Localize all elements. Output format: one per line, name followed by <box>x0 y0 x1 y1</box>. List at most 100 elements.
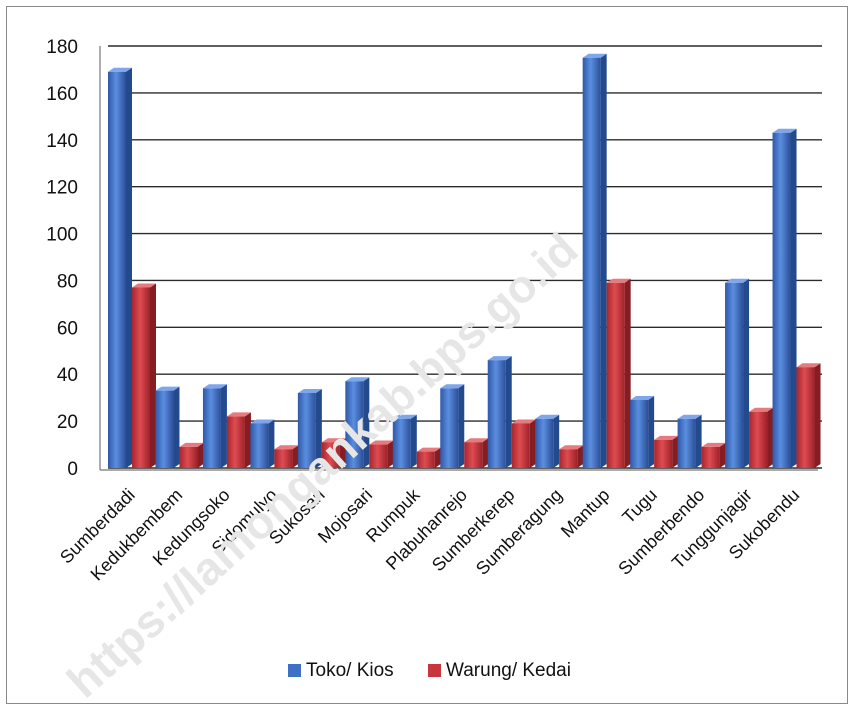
bar-top <box>535 414 560 419</box>
bar-toko-kios <box>677 418 696 468</box>
bar-warung-kedai <box>416 451 435 468</box>
bar-side <box>695 414 702 468</box>
bar-top <box>179 442 204 447</box>
bar-top <box>345 377 370 382</box>
bar-side <box>458 384 465 468</box>
bars <box>108 53 821 469</box>
y-tick-label: 180 <box>46 37 78 58</box>
bar-top <box>772 128 797 133</box>
bar-top <box>582 53 607 58</box>
bar-top <box>416 447 441 452</box>
bar-toko-kios <box>155 390 174 468</box>
bar-warung-kedai <box>226 416 245 468</box>
bar-toko-kios <box>202 388 221 468</box>
bar-side <box>553 414 560 468</box>
bar-toko-kios <box>392 418 411 468</box>
bar-warung-kedai <box>274 449 293 468</box>
bar-top <box>796 363 821 368</box>
bar-side <box>244 412 251 468</box>
bar-top <box>511 419 536 424</box>
y-tick-label: 100 <box>46 225 78 246</box>
bar-top <box>725 278 750 283</box>
bar-top <box>630 396 655 401</box>
bar-top <box>749 407 774 412</box>
bar-side <box>268 419 275 468</box>
bar-top <box>321 438 346 443</box>
bar-warung-kedai <box>321 442 340 468</box>
bar-warung-kedai <box>464 442 483 468</box>
bar-side <box>410 414 417 468</box>
bar-top <box>487 356 512 361</box>
bar-side <box>767 407 774 468</box>
bar-side <box>672 435 679 468</box>
y-tick-label: 140 <box>46 131 78 152</box>
legend: Toko/ Kios Warung/ Kedai <box>288 660 571 681</box>
bar-warung-kedai <box>179 446 198 468</box>
bar-warung-kedai <box>511 423 530 468</box>
bar-side <box>505 356 512 468</box>
bar-top <box>297 388 322 393</box>
bar-warung-kedai <box>559 449 578 468</box>
bar-side <box>150 283 156 468</box>
bar-side <box>434 447 441 468</box>
bar-side <box>600 53 607 468</box>
bar-top <box>155 386 180 391</box>
bar-top <box>701 442 726 447</box>
legend-swatch <box>288 664 301 677</box>
bar-toko-kios <box>440 388 459 468</box>
bar-side <box>743 278 750 468</box>
bar-top <box>392 414 417 419</box>
bar-top <box>559 445 584 450</box>
bar-top <box>250 419 275 424</box>
bar-top <box>654 435 679 440</box>
y-tick-label: 20 <box>57 412 78 433</box>
y-tick-label: 160 <box>46 84 78 105</box>
y-tick-label: 80 <box>57 271 78 292</box>
bar-side <box>648 396 655 468</box>
bar-side <box>814 363 821 468</box>
bar-toko-kios <box>108 71 126 469</box>
bar-warung-kedai <box>749 411 768 468</box>
bar-top <box>274 445 299 450</box>
bar-toko-kios <box>725 282 744 468</box>
bar-side <box>719 442 726 468</box>
bar-toko-kios <box>250 423 269 468</box>
bar-top <box>440 384 465 389</box>
legend-swatch <box>428 664 441 677</box>
bar-top <box>132 283 156 288</box>
legend-label: Warung/ Kedai <box>446 660 571 681</box>
bar-side <box>529 419 536 468</box>
bar-warung-kedai <box>132 287 150 468</box>
bar-side <box>790 128 797 468</box>
bar-side <box>292 445 299 468</box>
bar-side <box>197 442 204 468</box>
bar-top <box>606 278 631 283</box>
bar-side <box>126 67 132 469</box>
bar-toko-kios <box>772 132 791 468</box>
bar-side <box>339 438 346 468</box>
y-axis: 0 20 40 60 80 100 120 140 160 180 <box>46 37 818 480</box>
x-tick-label: Sumberkerep <box>428 485 519 576</box>
bar-warung-kedai <box>369 444 388 468</box>
bar-warung-kedai <box>701 446 720 468</box>
bar-warung-kedai <box>606 282 625 468</box>
bar-side <box>315 388 322 468</box>
bar-warung-kedai <box>654 439 673 468</box>
bar-toko-kios <box>630 400 649 468</box>
bar-toko-kios <box>345 381 364 468</box>
bar-top <box>464 438 489 443</box>
bar-top <box>202 384 227 389</box>
bar-side <box>624 278 631 468</box>
bar-top <box>677 414 702 419</box>
bar-warung-kedai <box>796 367 815 468</box>
x-tick-label: Tugu <box>618 485 661 528</box>
x-tick-label: Mantup <box>557 485 614 542</box>
bar-toko-kios <box>582 57 601 468</box>
bar-toko-kios <box>535 418 554 468</box>
y-tick-label: 120 <box>46 178 78 199</box>
y-tick-label: 60 <box>57 318 78 339</box>
bar-toko-kios <box>487 360 506 468</box>
bar-side <box>387 440 394 468</box>
bar-toko-kios <box>297 392 316 468</box>
